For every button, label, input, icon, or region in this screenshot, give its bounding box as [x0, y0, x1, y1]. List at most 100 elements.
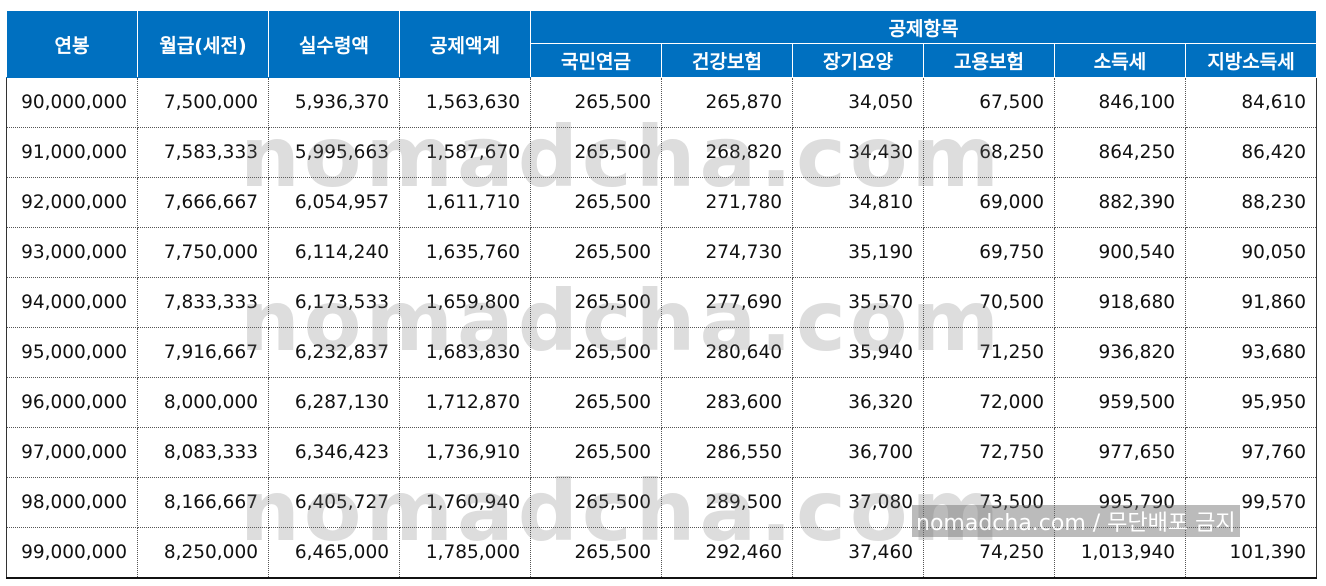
table-cell: 90,050 — [1185, 227, 1318, 278]
table-row: 95,000,000 7,916,667 6,232,837 1,683,830 265… — [6, 327, 1318, 378]
table-cell: 292,460 — [661, 527, 793, 579]
table-cell: 5,936,370 — [268, 77, 400, 128]
table-cell: 90,000,000 — [6, 77, 138, 128]
table-cell: 6,054,957 — [268, 177, 400, 228]
table-cell: 280,640 — [661, 327, 793, 378]
table-cell: 977,650 — [1054, 427, 1186, 478]
table-cell: 6,173,533 — [268, 277, 400, 328]
table-cell: 936,820 — [1054, 327, 1186, 378]
table-cell: 37,460 — [792, 527, 924, 579]
table-cell: 1,587,670 — [399, 127, 531, 178]
table-cell: 8,000,000 — [137, 377, 269, 428]
table-cell: 95,950 — [1185, 377, 1318, 428]
table-row: 98,000,000 8,166,667 6,405,727 1,760,940 265… — [6, 477, 1318, 528]
table-cell: 91,860 — [1185, 277, 1318, 328]
table-cell: 35,190 — [792, 227, 924, 278]
table-cell: 5,995,663 — [268, 127, 400, 178]
table-cell: 92,000,000 — [6, 177, 138, 228]
table-cell: 36,320 — [792, 377, 924, 428]
table-row: 97,000,000 8,083,333 6,346,423 1,736,910 265… — [6, 427, 1318, 478]
table-cell: 918,680 — [1054, 277, 1186, 328]
table-cell: 265,870 — [661, 77, 793, 128]
table-cell: 289,500 — [661, 477, 793, 528]
table-cell: 34,430 — [792, 127, 924, 178]
table-cell: 93,000,000 — [6, 227, 138, 278]
table-cell: 8,166,667 — [137, 477, 269, 528]
table-cell: 265,500 — [530, 427, 662, 478]
header-monthly: 월급(세전) — [137, 10, 269, 78]
table-row: 91,000,000 7,583,333 5,995,663 1,587,670 265… — [6, 127, 1318, 178]
table-cell: 265,500 — [530, 377, 662, 428]
table-cell: 7,833,333 — [137, 277, 269, 328]
table-cell: 1,635,760 — [399, 227, 531, 278]
table-cell: 37,080 — [792, 477, 924, 528]
table-cell: 99,000,000 — [6, 527, 138, 579]
table-cell: 34,050 — [792, 77, 924, 128]
table-row: 94,000,000 7,833,333 6,173,533 1,659,800 265… — [6, 277, 1318, 328]
table-cell: 265,500 — [530, 177, 662, 228]
table-body: 90,000,000 7,500,000 5,936,370 1,563,630 265… — [6, 77, 1318, 579]
header-pension: 국민연금 — [530, 43, 662, 78]
table-cell: 74,250 — [923, 527, 1055, 579]
table-cell: 265,500 — [530, 127, 662, 178]
table-cell: 71,250 — [923, 327, 1055, 378]
table-cell: 96,000,000 — [6, 377, 138, 428]
table-cell: 1,659,800 — [399, 277, 531, 328]
table-cell: 101,390 — [1185, 527, 1318, 579]
table-cell: 265,500 — [530, 227, 662, 278]
table-cell: 34,810 — [792, 177, 924, 228]
table-cell: 72,000 — [923, 377, 1055, 428]
table-row: 90,000,000 7,500,000 5,936,370 1,563,630 265… — [6, 77, 1318, 128]
table-cell: 6,232,837 — [268, 327, 400, 378]
table-cell: 1,563,630 — [399, 77, 531, 128]
table-cell: 268,820 — [661, 127, 793, 178]
table-cell: 265,500 — [530, 477, 662, 528]
table-header: 연봉 월급(세전) 실수령액 공제액계 공제항목 국민연금 건강보험 장기요양 … — [6, 10, 1318, 78]
table-cell: 900,540 — [1054, 227, 1186, 278]
table-cell: 1,785,000 — [399, 527, 531, 579]
table-row: 93,000,000 7,750,000 6,114,240 1,635,760 265… — [6, 227, 1318, 278]
header-net: 실수령액 — [268, 10, 400, 78]
table-cell: 1,760,940 — [399, 477, 531, 528]
table-cell: 6,114,240 — [268, 227, 400, 278]
table-cell: 1,683,830 — [399, 327, 531, 378]
table-cell: 1,611,710 — [399, 177, 531, 228]
table-cell: 1,712,870 — [399, 377, 531, 428]
table-cell: 274,730 — [661, 227, 793, 278]
table-cell: 72,750 — [923, 427, 1055, 478]
table-cell: 882,390 — [1054, 177, 1186, 228]
table-cell: 7,666,667 — [137, 177, 269, 228]
salary-table-container: 연봉 월급(세전) 실수령액 공제액계 공제항목 국민연금 건강보험 장기요양 … — [6, 10, 1318, 579]
table-cell: 864,250 — [1054, 127, 1186, 178]
table-cell: 277,690 — [661, 277, 793, 328]
header-local-tax: 지방소득세 — [1184, 43, 1318, 78]
table-cell: 7,750,000 — [137, 227, 269, 278]
table-cell: 95,000,000 — [6, 327, 138, 378]
table-cell: 995,790 — [1054, 477, 1186, 528]
table-cell: 97,760 — [1185, 427, 1318, 478]
salary-table: 연봉 월급(세전) 실수령액 공제액계 공제항목 국민연금 건강보험 장기요양 … — [6, 10, 1318, 579]
header-annual: 연봉 — [6, 10, 138, 78]
table-cell: 286,550 — [661, 427, 793, 478]
table-cell: 94,000,000 — [6, 277, 138, 328]
table-cell: 265,500 — [530, 277, 662, 328]
table-cell: 6,405,727 — [268, 477, 400, 528]
header-employment: 고용보험 — [923, 43, 1055, 78]
table-cell: 1,013,940 — [1054, 527, 1186, 579]
table-cell: 73,500 — [923, 477, 1055, 528]
table-row: 92,000,000 7,666,667 6,054,957 1,611,710 265… — [6, 177, 1318, 228]
table-cell: 8,083,333 — [137, 427, 269, 478]
table-cell: 283,600 — [661, 377, 793, 428]
table-cell: 97,000,000 — [6, 427, 138, 478]
table-cell: 88,230 — [1185, 177, 1318, 228]
table-cell: 7,916,667 — [137, 327, 269, 378]
table-cell: 98,000,000 — [6, 477, 138, 528]
table-cell: 68,250 — [923, 127, 1055, 178]
header-longterm: 장기요양 — [792, 43, 924, 78]
table-cell: 99,570 — [1185, 477, 1318, 528]
table-cell: 69,750 — [923, 227, 1055, 278]
table-cell: 959,500 — [1054, 377, 1186, 428]
header-income-tax: 소득세 — [1054, 43, 1186, 78]
table-cell: 7,500,000 — [137, 77, 269, 128]
table-cell: 265,500 — [530, 77, 662, 128]
